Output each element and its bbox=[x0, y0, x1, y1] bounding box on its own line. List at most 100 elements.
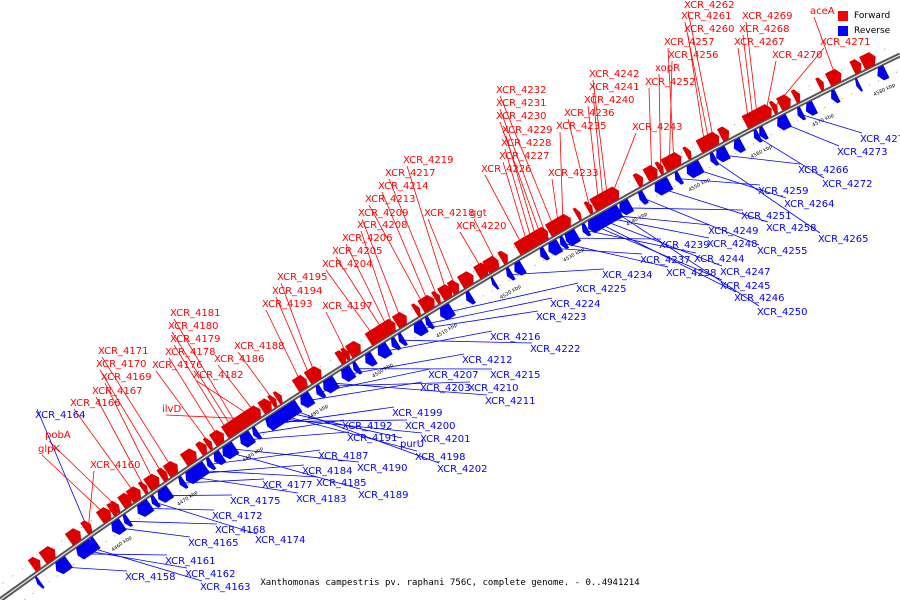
forward-gene bbox=[64, 528, 82, 546]
backbone-highlight bbox=[0, 54, 900, 600]
gene-label: XCR_4259 bbox=[758, 186, 809, 197]
gene-label: XCR_4248 bbox=[707, 239, 758, 250]
gene-label: glpK bbox=[38, 444, 60, 455]
leader-line bbox=[562, 242, 669, 268]
gene-label: XCR_4201 bbox=[420, 434, 471, 445]
forward-gene bbox=[267, 394, 278, 409]
forward-gene bbox=[344, 340, 361, 359]
gene-label: XCR_4209 bbox=[358, 208, 409, 219]
gene-label: XCR_4168 bbox=[215, 525, 266, 536]
leader-line bbox=[265, 309, 302, 383]
leader-line bbox=[104, 382, 154, 482]
reverse-gene bbox=[397, 332, 408, 347]
reverse-gene bbox=[465, 290, 476, 305]
leader-line bbox=[800, 113, 863, 134]
leader-line bbox=[89, 546, 203, 582]
reverse-gene bbox=[78, 541, 95, 558]
map-caption: Xanthomonas campestris pv. raphani 756C,… bbox=[260, 578, 640, 588]
reverse-gene bbox=[597, 211, 613, 228]
gene-label: XCR_4167 bbox=[92, 386, 143, 397]
leader-line bbox=[165, 414, 246, 420]
legend-item-reverse: Reverse bbox=[838, 23, 890, 38]
leader-line bbox=[504, 148, 533, 241]
reverse-gene bbox=[274, 411, 286, 425]
gene-label: XCR_4211 bbox=[485, 396, 536, 407]
reverse-gene bbox=[548, 239, 564, 256]
reverse-gene bbox=[783, 114, 792, 128]
forward-gene bbox=[179, 448, 197, 467]
gene-label: purU bbox=[400, 439, 424, 450]
reverse-gene bbox=[194, 461, 211, 478]
gene-label: XCR_4261 bbox=[681, 11, 732, 22]
leader-line bbox=[737, 47, 749, 121]
gene-label: XCR_4198 bbox=[415, 452, 466, 463]
gene-label: XCR_4257 bbox=[664, 37, 715, 48]
leader-line bbox=[95, 396, 145, 488]
leader-line bbox=[459, 231, 483, 271]
gene-label: XCR_4233 bbox=[548, 168, 599, 179]
gene-label: XCR_4207 bbox=[428, 370, 479, 381]
leader-line bbox=[669, 60, 673, 163]
gene-label: XCR_4260 bbox=[684, 24, 735, 35]
reverse-gene bbox=[514, 260, 527, 276]
gene-label: XCR_4250 bbox=[757, 307, 808, 318]
gene-label: XCR_4214 bbox=[378, 181, 429, 192]
reverse-gene bbox=[733, 137, 746, 153]
reverse-gene bbox=[323, 376, 339, 394]
gene-label: XCR_4242 bbox=[589, 69, 640, 80]
gene-label: XCR_4231 bbox=[496, 98, 547, 109]
minor-ticks-inner bbox=[23, 69, 900, 600]
gene-label: XCR_4234 bbox=[602, 270, 653, 281]
leader-line bbox=[196, 380, 251, 417]
forward-gene bbox=[143, 475, 157, 491]
gene-label: aceA bbox=[810, 6, 835, 17]
forward-gene bbox=[156, 468, 167, 482]
leader-line bbox=[287, 412, 403, 439]
gene-label: XCR_4184 bbox=[302, 466, 353, 477]
reverse-gene bbox=[753, 129, 763, 143]
gene-label: XCR_4202 bbox=[437, 464, 488, 475]
leader-line bbox=[306, 381, 423, 402]
leader-line bbox=[813, 16, 836, 77]
gene-label: XCR_4182 bbox=[193, 370, 244, 381]
reverse-gene bbox=[163, 485, 175, 499]
gene-label: XCR_4223 bbox=[536, 312, 587, 323]
gene-label: XCR_4273 bbox=[837, 147, 888, 158]
leader-line bbox=[155, 370, 210, 444]
leader-line bbox=[684, 21, 710, 142]
gene-label: XCR_4274 bbox=[860, 134, 900, 145]
gene-label: XCR_4245 bbox=[720, 281, 771, 292]
leader-line bbox=[196, 464, 305, 475]
leader-line bbox=[499, 121, 541, 236]
leader-line bbox=[611, 214, 711, 226]
gene-features bbox=[27, 52, 890, 589]
gene-label: XCR_4192 bbox=[342, 421, 393, 432]
gene-label: XCR_4252 bbox=[645, 77, 696, 88]
gene-label: XCR_4164 bbox=[35, 410, 86, 421]
gene-label: XCR_4247 bbox=[720, 267, 771, 278]
leader-line bbox=[401, 339, 533, 344]
reverse-gene bbox=[251, 426, 263, 440]
leader-line bbox=[587, 105, 599, 203]
forward-gene bbox=[245, 405, 262, 423]
leader-line bbox=[446, 282, 579, 313]
gene-label: XCR_4228 bbox=[501, 138, 552, 149]
gene-label: XCR_4218 bbox=[424, 208, 475, 219]
leader-line bbox=[567, 118, 591, 208]
forward-gene bbox=[117, 492, 132, 509]
leader-line bbox=[687, 10, 714, 140]
leader-line bbox=[280, 282, 316, 375]
leader-line bbox=[427, 218, 456, 287]
leader-line bbox=[406, 165, 447, 292]
forward-gene bbox=[768, 100, 778, 115]
reverse-gene bbox=[674, 171, 684, 185]
gene-label: XCR_4177 bbox=[262, 480, 313, 491]
gene-label: XCR_4179 bbox=[170, 334, 221, 345]
reverse-gene bbox=[505, 267, 516, 281]
reverse-gene bbox=[613, 204, 624, 219]
gene-label: XCR_4219 bbox=[403, 155, 454, 166]
reverse-gene bbox=[588, 217, 601, 233]
reverse-gene bbox=[222, 442, 238, 460]
gene-label: XCR_4269 bbox=[742, 11, 793, 22]
reverse-gene bbox=[716, 145, 731, 163]
